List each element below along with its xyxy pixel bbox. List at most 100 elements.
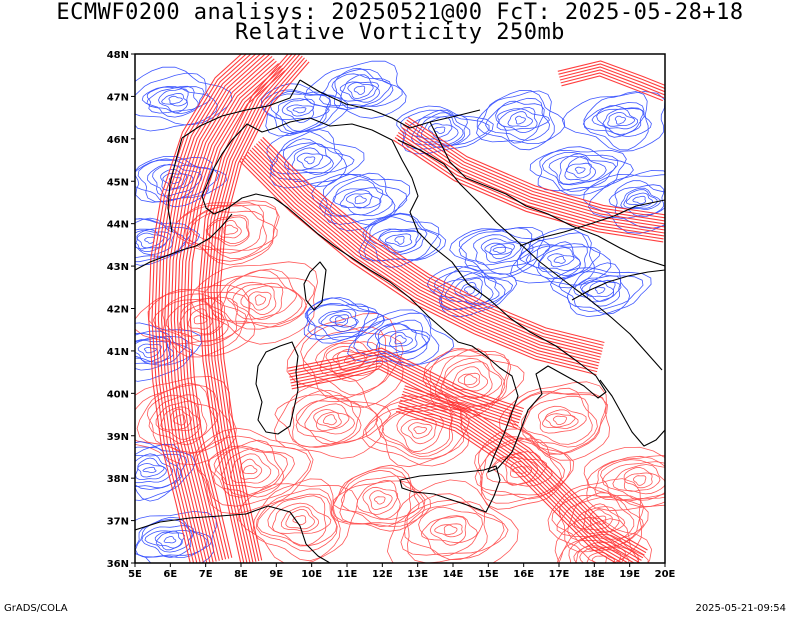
positive-band: [559, 69, 665, 96]
negative-contour: [135, 72, 219, 126]
negative-contour: [394, 335, 407, 345]
negative-contour: [135, 228, 169, 250]
positive-contour: [255, 488, 338, 552]
negative-contour: [329, 179, 393, 217]
negative-contour: [514, 115, 526, 125]
positive-band: [161, 54, 262, 563]
positive-contour: [404, 501, 488, 560]
positive-contour: [537, 405, 587, 434]
negative-contour: [537, 146, 634, 192]
positive-band: [177, 60, 277, 561]
positive-band: [239, 160, 597, 376]
positive-band: [402, 124, 665, 225]
positive-contour: [420, 515, 478, 544]
negative-contour: [541, 151, 619, 192]
positive-contour: [247, 291, 272, 311]
negative-contour: [547, 253, 575, 268]
positive-contour: [285, 509, 315, 530]
positive-band: [164, 54, 267, 563]
negative-contour: [406, 114, 468, 149]
positive-contour: [136, 382, 220, 455]
footer-timestamp: 2025-05-21-09:54: [695, 603, 786, 614]
positive-contour: [152, 296, 239, 347]
positive-band: [157, 54, 257, 563]
negative-contour: [565, 162, 592, 179]
negative-contour: [168, 95, 183, 105]
positive-band: [399, 399, 641, 563]
positive-band: [219, 61, 310, 561]
x-tick-label: 10E: [301, 569, 322, 580]
positive-contour: [331, 464, 426, 532]
positive-band: [151, 54, 247, 563]
negative-contour: [449, 226, 545, 279]
positive-band: [396, 410, 618, 563]
positive-band: [204, 54, 297, 563]
positive-band: [183, 65, 282, 560]
positive-band: [392, 139, 664, 243]
y-tick-label: 37N: [107, 517, 129, 528]
positive-band: [404, 122, 665, 222]
x-tick-label: 7E: [199, 569, 213, 580]
positive-contour: [239, 458, 263, 480]
negative-contour: [492, 246, 506, 254]
negative-contour: [458, 227, 533, 275]
negative-contour: [428, 123, 453, 139]
positive-contour: [330, 467, 431, 527]
negative-contour: [286, 104, 314, 117]
coastlines-borders: [135, 79, 665, 563]
positive-contour: [295, 400, 362, 445]
positive-contour: [396, 411, 444, 453]
negative-contour: [319, 68, 403, 107]
negative-contour: [144, 529, 193, 553]
negative-contour: [426, 265, 518, 318]
negative-contour: [558, 153, 607, 185]
positive-contour: [274, 375, 384, 459]
positive-band: [251, 147, 601, 358]
positive-contour: [202, 275, 316, 330]
positive-contour: [362, 393, 470, 467]
positive-contour: [434, 523, 463, 538]
positive-contour: [319, 339, 384, 377]
negative-contour: [339, 189, 382, 209]
positive-contour: [521, 395, 593, 445]
positive-band: [560, 72, 665, 99]
negative-contour: [632, 195, 646, 205]
negative-contour: [296, 152, 324, 169]
negative-contour: [144, 236, 155, 244]
x-tick-label: 15E: [478, 569, 499, 580]
x-tick-label: 12E: [372, 569, 393, 580]
negative-contour: [304, 156, 316, 165]
positive-contour: [457, 372, 480, 388]
positive-band: [289, 359, 521, 421]
positive-band: [287, 347, 524, 410]
negative-contour: [458, 229, 551, 271]
negative-contour: [269, 90, 331, 133]
negative-contour: [333, 67, 394, 111]
positive-band: [291, 368, 518, 430]
positive-contour: [225, 281, 298, 320]
negative-contour: [332, 187, 384, 216]
positive-band: [397, 407, 624, 563]
negative-contour: [607, 111, 636, 127]
positive-contour: [242, 465, 258, 475]
negative-contour: [162, 173, 188, 189]
positive-contour: [407, 422, 433, 439]
positive-band: [288, 350, 523, 413]
negative-contour: [489, 243, 513, 256]
positive-band: [557, 60, 665, 86]
negative-contour: [152, 163, 203, 197]
positive-contour: [291, 390, 379, 448]
negative-contour: [135, 218, 201, 263]
negative-contour: [345, 193, 373, 209]
positive-band: [402, 390, 645, 556]
x-tick-label: 6E: [163, 569, 177, 580]
positive-band: [260, 139, 604, 346]
positive-contour: [254, 294, 267, 306]
y-tick-label: 41N: [107, 347, 129, 358]
negative-contour: [476, 89, 566, 144]
negative-contour: [400, 109, 490, 150]
positive-band: [173, 58, 275, 562]
positive-contour: [443, 524, 458, 536]
positive-contour: [173, 200, 278, 266]
